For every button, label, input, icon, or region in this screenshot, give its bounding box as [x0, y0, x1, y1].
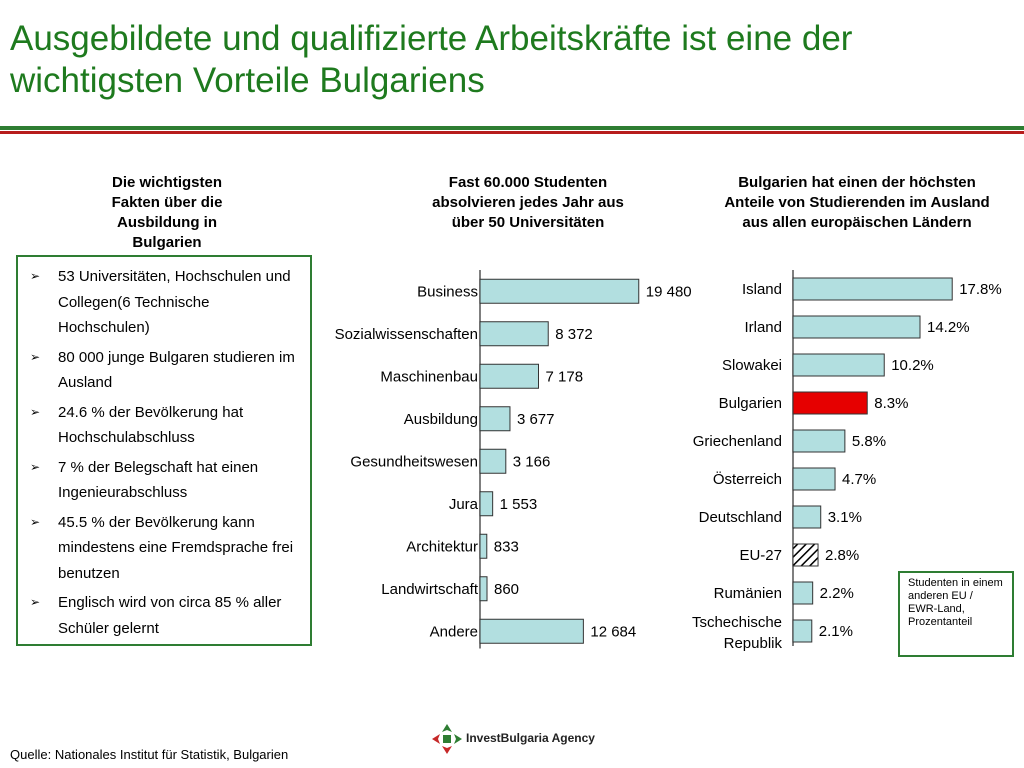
arrow-bullet-icon: ➢ [30, 404, 41, 419]
bar [479, 406, 511, 432]
fact-text: 45.5 % der Bevölkerung kann mindestens e… [58, 513, 294, 582]
title-divider-red [0, 131, 1024, 134]
bar [792, 619, 813, 643]
bar [792, 505, 822, 529]
source-line: Quelle: Nationales Institut für Statisti… [10, 747, 288, 762]
data-label: 2.8% [825, 547, 859, 564]
category-label: Österreich [713, 470, 782, 488]
fact-text: 24.6 % der Bevölkerung hat Hochschulabsc… [58, 403, 244, 447]
bar [479, 618, 584, 644]
category-label: Gesundheitswesen [350, 453, 478, 470]
bar [792, 277, 953, 301]
arrow-bullet-icon: ➢ [30, 595, 41, 609]
bar [792, 391, 868, 415]
category-label: Tschechische Republik [692, 614, 783, 652]
category-label: Sozialwissenschaften [335, 326, 478, 343]
bar [479, 576, 488, 602]
category-label: Landwirtschaft [381, 581, 479, 598]
arrow-bullet-icon: ➢ [30, 269, 41, 283]
data-label: 8.3% [874, 395, 908, 412]
bar [479, 278, 640, 304]
category-label: Rumänien [714, 585, 782, 602]
data-label: 860 [494, 581, 519, 598]
facts-heading: Die wichtigsten Fakten über die Ausbildu… [111, 174, 223, 251]
data-label: 14.2% [927, 319, 970, 336]
data-label: 3 166 [513, 453, 551, 470]
fact-item: ➢ 80 000 junge Bulgaren studieren im Ausl… [26, 345, 302, 396]
source-text: Nationales Institut für Statistik, Bulga… [54, 747, 289, 762]
fact-text: Englisch wird von circa 85 % aller Schül… [58, 594, 282, 637]
category-label: Andere [430, 623, 478, 640]
category-label: Deutschland [699, 509, 782, 526]
category-label: Slowakei [722, 357, 782, 374]
fact-item: ➢ Englisch wird von circa 85 % aller Schü… [26, 590, 302, 641]
data-label: 10.2% [891, 357, 934, 374]
data-label: 4.7% [842, 471, 876, 488]
arrow-bullet-icon: ➢ [30, 514, 41, 529]
data-label: 3 677 [517, 411, 555, 428]
bar [792, 353, 885, 377]
bar [479, 448, 507, 474]
investbulgaria-logo-icon [432, 724, 462, 754]
category-label: Jura [449, 496, 479, 513]
data-label: 2.1% [819, 623, 853, 640]
bar [792, 429, 846, 453]
bar [792, 581, 814, 605]
data-label: 17.8% [959, 281, 1002, 298]
fact-item: ➢ 53 Universitäten, Hochschulen und Colle… [26, 264, 302, 341]
graduates-chart-title: Fast 60.000 Studenten absolvieren jedes … [432, 174, 624, 231]
category-label: Business [417, 283, 478, 300]
fact-item: ➢ 24.6 % der Bevölkerung hat Hochschulabs… [26, 400, 302, 451]
logo-text: InvestBulgaria Agency [466, 731, 595, 745]
bar [479, 363, 540, 389]
category-label: EU-27 [739, 547, 782, 564]
fact-item: ➢ 7 % der Belegschaft hat einen Ingenieur… [26, 455, 302, 506]
fact-text: 7 % der Belegschaft hat einen Ingenieura… [58, 458, 259, 502]
data-label: 1 553 [500, 496, 538, 513]
category-label: Bulgarien [719, 395, 782, 412]
category-label: Griechenland [693, 433, 782, 450]
data-label: 19 480 [646, 283, 692, 300]
bar [479, 491, 494, 517]
data-label: 833 [494, 538, 519, 555]
footer-logo: InvestBulgaria Agency [430, 720, 610, 756]
facts-box: ➢ 53 Universitäten, Hochschulen und Colle… [16, 255, 312, 646]
bar [792, 467, 836, 491]
data-label: 7 178 [546, 368, 584, 385]
category-label: Architektur [406, 538, 478, 555]
abroad-chart-title: Bulgarien hat einen der höchsten Anteile… [724, 174, 990, 231]
arrow-bullet-icon: ➢ [30, 459, 41, 474]
fact-text: 80 000 junge Bulgaren studieren im Ausla… [58, 348, 295, 392]
data-label: 3.1% [828, 509, 862, 526]
bar [479, 533, 488, 559]
facts-list: ➢ 53 Universitäten, Hochschulen und Colle… [26, 264, 302, 641]
fact-text: 53 Universitäten, Hochschulen und Colleg… [58, 268, 291, 336]
data-label: 5.8% [852, 433, 886, 450]
bar [479, 321, 549, 347]
fact-item: ➢ 45.5 % der Bevölkerung kann mindestens … [26, 510, 302, 587]
data-label: 8 372 [555, 326, 593, 343]
data-label: 2.2% [820, 585, 854, 602]
category-label: Irland [744, 319, 782, 336]
abroad-legend-note: Studenten in einem anderen EU / EWR-Land… [898, 571, 1014, 657]
arrow-bullet-icon: ➢ [30, 349, 41, 364]
page-title: Ausgebildete und qualifizierte Arbeitskr… [10, 19, 853, 100]
bar [792, 315, 921, 339]
title-divider-green [0, 126, 1024, 130]
source-label: Quelle: [10, 747, 52, 762]
data-label: 12 684 [590, 623, 636, 640]
category-label: Island [742, 281, 782, 298]
category-label: Maschinenbau [380, 368, 478, 385]
category-label: Ausbildung [404, 411, 478, 428]
bar [792, 543, 819, 567]
